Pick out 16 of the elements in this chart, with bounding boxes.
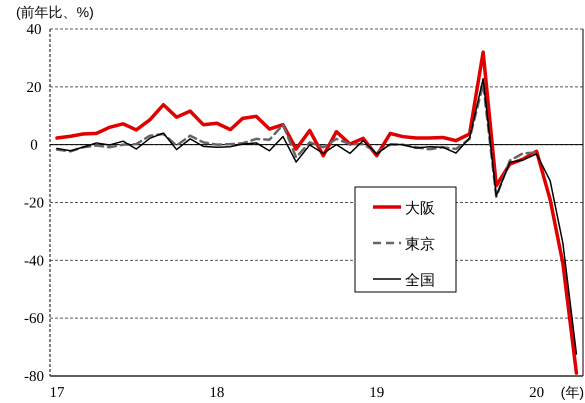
y-tick-label: -80	[24, 369, 44, 385]
legend-label: 大阪	[405, 200, 435, 217]
y-tick-label: -20	[24, 196, 44, 212]
x-tick-label: 17	[50, 385, 66, 401]
y-tick-label: -60	[24, 311, 44, 328]
legend-label: 全国	[405, 272, 435, 289]
y-tick-label: 20	[26, 80, 42, 96]
y-tick-label: 40	[26, 22, 42, 38]
legend-label: 東京	[405, 236, 435, 253]
x-tick-label: 18	[209, 385, 224, 401]
y-tick-label: 0	[30, 138, 38, 154]
x-tick-label: 19	[369, 385, 384, 401]
x-tick-label: 20	[529, 385, 544, 401]
y-axis-title: (前年比、%)	[16, 4, 94, 20]
x-axis-title: (年)	[560, 384, 584, 400]
y-tick-label: -40	[24, 253, 44, 270]
